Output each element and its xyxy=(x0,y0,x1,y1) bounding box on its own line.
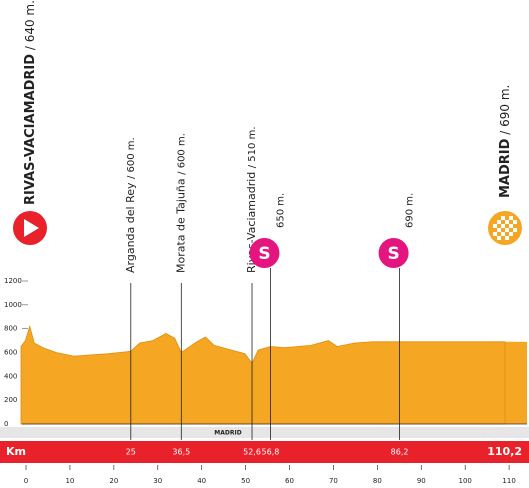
finish-check xyxy=(501,232,505,236)
sprint-altitude: 650 m. xyxy=(275,193,286,228)
finish-check xyxy=(509,216,513,220)
waypoint-altitude: / 600 m. xyxy=(176,133,187,175)
x-tick-label: 0 xyxy=(24,477,28,485)
profile-area xyxy=(20,324,506,425)
waypoint-name: Arganda del Rey xyxy=(124,182,137,273)
finish-check xyxy=(505,220,509,224)
endpoint-label: RIVAS-VACIAMADRID / 640 m. xyxy=(23,0,38,205)
y-tick-label: 600 xyxy=(4,349,17,357)
km-label: 110,2 xyxy=(487,445,522,458)
endpoint-name: RIVAS-VACIAMADRID xyxy=(23,54,38,205)
finish-check xyxy=(501,224,505,228)
km-label: 25 xyxy=(126,448,136,457)
y-tick-label: 1000 xyxy=(4,301,22,309)
waypoint-altitude: / 600 m. xyxy=(126,137,137,179)
road-strip xyxy=(0,427,529,438)
finish-check xyxy=(509,232,513,236)
x-tick-label: 90 xyxy=(417,477,426,485)
y-tick-label: 800 xyxy=(4,325,17,333)
x-tick-label: 50 xyxy=(241,477,250,485)
sprint-icon xyxy=(378,238,409,268)
finish-check xyxy=(513,220,517,224)
km-label: 56,8 xyxy=(262,448,280,457)
y-tick-label: 1200 xyxy=(4,277,22,285)
km-label: 36,5 xyxy=(172,448,190,457)
waypoint-label: Arganda del Rey / 600 m. xyxy=(124,137,137,273)
endpoint-altitude: / 640 m. xyxy=(23,0,37,50)
finish-check xyxy=(493,224,497,228)
y-tick-label: 400 xyxy=(4,372,17,380)
finish-check xyxy=(501,216,505,220)
road-label: MADRID xyxy=(214,430,241,437)
y-tick-label: 200 xyxy=(4,396,17,404)
km-bar xyxy=(0,441,529,463)
km-label: 86,2 xyxy=(391,448,409,457)
x-tick-label: 100 xyxy=(459,477,472,485)
y-tick-label: 0 xyxy=(4,420,8,428)
waypoint-altitude: / 510 m. xyxy=(247,127,258,169)
sprint-symbol: S xyxy=(258,244,270,264)
endpoint-label: MADRID / 690 m. xyxy=(498,85,513,198)
x-tick-label: 110 xyxy=(502,477,515,485)
endpoint-altitude: / 690 m. xyxy=(498,85,512,135)
finish-check xyxy=(505,228,509,232)
finish-check xyxy=(509,224,513,228)
waypoint-name: Morata de Tajuña xyxy=(174,178,187,273)
x-tick-label: 40 xyxy=(197,477,206,485)
sprint-icon xyxy=(249,238,280,268)
km-title: Km xyxy=(6,445,26,458)
finish-check xyxy=(497,220,501,224)
waypoint-label: Morata de Tajuña / 600 m. xyxy=(174,133,187,273)
finish-check xyxy=(505,236,509,240)
area-extension xyxy=(505,341,527,424)
sprint-altitude: 690 m. xyxy=(405,193,416,228)
km-label: 52,6 xyxy=(243,448,261,457)
x-tick-label: 10 xyxy=(65,477,74,485)
x-tick-label: 30 xyxy=(153,477,162,485)
x-tick-label: 20 xyxy=(109,477,118,485)
sprint-symbol: S xyxy=(387,244,399,264)
finish-check xyxy=(493,232,497,236)
x-tick-label: 60 xyxy=(285,477,294,485)
finish-check xyxy=(513,228,517,232)
x-tick-label: 70 xyxy=(329,477,338,485)
finish-check xyxy=(497,236,501,240)
finish-check xyxy=(497,228,501,232)
x-tick-label: 80 xyxy=(373,477,382,485)
start-arrow xyxy=(24,219,39,237)
endpoint-name: MADRID xyxy=(498,138,513,198)
